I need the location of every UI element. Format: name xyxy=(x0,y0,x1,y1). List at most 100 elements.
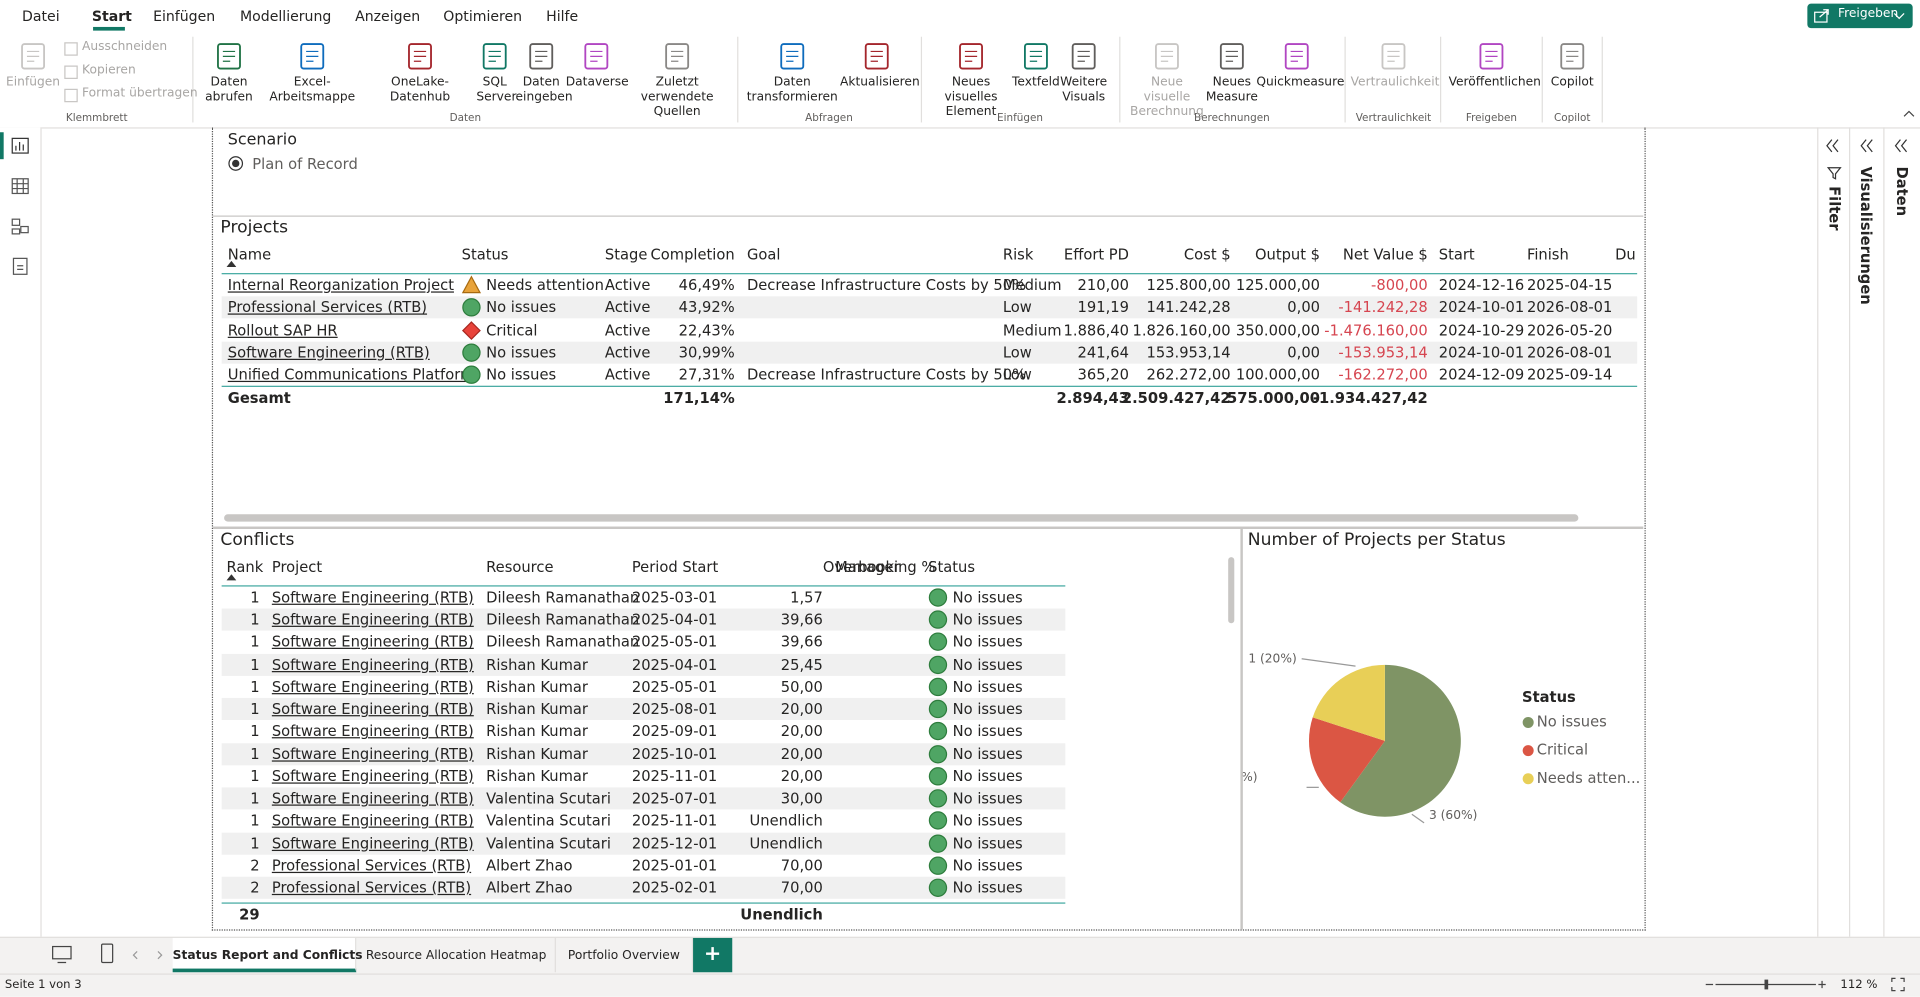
status-circle xyxy=(928,722,948,741)
view-buttons[interactable] xyxy=(49,943,171,967)
cell: 153.953,14 xyxy=(1146,343,1231,362)
page-tab-label[interactable]: Resource Allocation Heatmap xyxy=(365,948,547,963)
ribbon-icon xyxy=(1284,43,1309,70)
cell: 2 xyxy=(250,856,260,874)
menu-item[interactable]: Einfügen xyxy=(153,7,216,25)
ribbon-button[interactable]: Veröffentlichen xyxy=(1448,75,1541,90)
status-circle xyxy=(928,811,948,830)
ribbon-button[interactable]: Neues visuelles Element xyxy=(944,75,998,119)
ribbon-button[interactable]: Daten eingeben xyxy=(515,75,573,105)
ribbon-button[interactable]: Einfügen xyxy=(6,75,61,90)
pane-title[interactable]: Visualisierungen xyxy=(1857,166,1875,305)
leader-line xyxy=(1411,813,1425,824)
column-header: Cost $ xyxy=(1183,246,1231,264)
ribbon-button[interactable]: Vertraulichkeit xyxy=(1350,75,1440,90)
ribbon-button[interactable]: Kopieren xyxy=(82,63,136,78)
status-circle xyxy=(928,655,948,674)
menu-item[interactable]: Hilfe xyxy=(546,7,579,25)
add-page-label[interactable]: + xyxy=(703,941,722,967)
cell: No issues xyxy=(952,745,1023,763)
status-icon xyxy=(461,320,481,340)
cell: No issues xyxy=(486,366,557,384)
page-tab-label[interactable]: Status Report and Conflicts xyxy=(172,948,363,963)
pie-slice xyxy=(1340,664,1461,817)
pane-title[interactable]: Filter xyxy=(1825,186,1843,231)
cell: 1 xyxy=(250,789,260,808)
filter-icon xyxy=(1826,167,1842,180)
status-icon xyxy=(928,833,948,853)
icon-shape xyxy=(1381,43,1406,70)
icon-shape xyxy=(590,50,603,62)
cell: 70,00 xyxy=(780,879,823,897)
h-scrollbar[interactable] xyxy=(224,514,1579,522)
menu-item[interactable]: Start xyxy=(91,7,132,25)
icon-shape xyxy=(665,43,690,70)
cell: Software Engineering (RTB) xyxy=(271,611,474,629)
page-tab-label[interactable]: Portfolio Overview xyxy=(567,948,680,963)
cell: No issues xyxy=(952,722,1023,741)
ribbon-button[interactable]: Dataverse xyxy=(565,75,629,90)
ribbon-button[interactable]: OneLake-Datenhub xyxy=(389,75,451,105)
status-icon xyxy=(928,856,948,875)
fit-page[interactable] xyxy=(1891,977,1906,992)
icon-shape xyxy=(226,260,237,267)
ribbon-button[interactable]: Weitere Visuals xyxy=(1060,75,1108,105)
menu-item[interactable]: Anzeigen xyxy=(355,7,421,25)
total-cell: 575.000,00 xyxy=(1227,389,1321,407)
ribbon-separator xyxy=(192,36,194,123)
ribbon-button[interactable]: Daten transformieren xyxy=(746,75,838,105)
cell: No issues xyxy=(952,812,1023,830)
nav-icons[interactable] xyxy=(11,137,31,284)
ribbon-button[interactable]: Excel-Arbeitsmappe xyxy=(269,75,356,105)
icon-shape xyxy=(529,43,554,70)
column-header: Project xyxy=(271,558,323,576)
cell: 2024-10-29 xyxy=(1438,321,1525,339)
cell: Dileesh Ramanathan xyxy=(486,611,640,629)
icon-shape xyxy=(1219,43,1244,70)
icon-shape xyxy=(26,50,40,62)
cell: Low xyxy=(1002,343,1032,362)
cell: 2 xyxy=(250,879,260,897)
icon-shape xyxy=(64,42,78,56)
status-diamond xyxy=(461,320,481,340)
cell: 2025-11-01 xyxy=(631,767,718,785)
ribbon-button[interactable]: Ausschneiden xyxy=(82,40,168,54)
active-tab-underline xyxy=(93,26,125,31)
menu-item[interactable]: Modellierung xyxy=(240,7,332,25)
ribbon-separator xyxy=(737,36,739,123)
ribbon-button[interactable]: Neue visuelle Berechnung xyxy=(1130,75,1204,119)
cell: 20,00 xyxy=(780,767,823,785)
menu-item[interactable]: Optimieren xyxy=(443,7,523,25)
cell: 1 xyxy=(250,700,260,718)
ribbon-separator xyxy=(1601,36,1603,123)
ribbon-button[interactable]: Aktualisieren xyxy=(840,75,920,90)
ribbon-button[interactable]: Quickmeasure xyxy=(1256,75,1345,90)
ribbon-button[interactable]: Daten abrufen xyxy=(205,75,253,105)
pane-expanders[interactable] xyxy=(1826,138,1918,153)
v-scrollbar[interactable] xyxy=(1228,557,1235,624)
cell: 30,99% xyxy=(678,343,735,362)
pane-title[interactable]: Daten xyxy=(1893,166,1911,217)
share-button[interactable] xyxy=(1807,3,1913,29)
cell: 241,64 xyxy=(1077,343,1129,362)
ribbon-group-label: Einfügen xyxy=(997,112,1043,125)
cell: 70,00 xyxy=(780,856,823,874)
collapse-ribbon[interactable] xyxy=(1903,108,1915,120)
column-header: Status xyxy=(461,246,509,264)
page-tab[interactable] xyxy=(358,937,556,973)
icon-shape xyxy=(535,50,548,62)
cell: 25,45 xyxy=(780,655,823,674)
ribbon-button[interactable]: Zuletzt verwendete Quellen xyxy=(640,75,714,119)
ribbon-button[interactable]: Neues Measure xyxy=(1205,75,1258,105)
ribbon-button[interactable]: Copilot xyxy=(1550,75,1594,90)
ribbon-button[interactable]: Format übertragen xyxy=(82,86,198,101)
page-tab[interactable] xyxy=(556,937,694,973)
zoom-slider[interactable] xyxy=(1702,976,1837,993)
ribbon-button[interactable]: SQL Server xyxy=(476,75,517,105)
ribbon-button[interactable]: Textfeld xyxy=(1012,75,1060,90)
menu-item[interactable]: Datei xyxy=(22,7,60,25)
legend-label: Needs atten... xyxy=(1537,770,1641,787)
radio[interactable] xyxy=(228,156,244,172)
page-tab[interactable] xyxy=(172,937,357,973)
slicer-option[interactable]: Plan of Record xyxy=(252,155,358,173)
